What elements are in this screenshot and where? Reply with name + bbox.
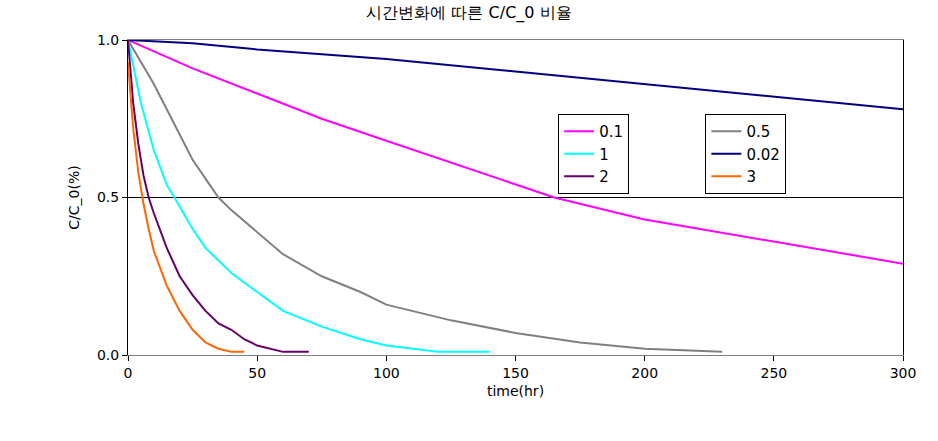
svg-text:시간변화에 따른 C/C_0 비율: 시간변화에 따른 C/C_0 비율 bbox=[366, 3, 571, 23]
svg-text:1.0: 1.0 bbox=[97, 32, 119, 48]
svg-text:0: 0 bbox=[124, 365, 133, 381]
svg-text:150: 150 bbox=[502, 365, 529, 381]
svg-text:1: 1 bbox=[599, 146, 609, 164]
svg-text:200: 200 bbox=[631, 365, 658, 381]
svg-text:300: 300 bbox=[890, 365, 917, 381]
svg-text:0.1: 0.1 bbox=[599, 123, 623, 141]
svg-text:3: 3 bbox=[746, 168, 756, 186]
svg-text:50: 50 bbox=[248, 365, 266, 381]
svg-text:250: 250 bbox=[760, 365, 787, 381]
svg-text:0.02: 0.02 bbox=[746, 146, 779, 164]
svg-text:2: 2 bbox=[599, 168, 609, 186]
svg-text:0.5: 0.5 bbox=[97, 189, 119, 205]
svg-text:C/C_0(%): C/C_0(%) bbox=[66, 165, 82, 229]
svg-text:100: 100 bbox=[373, 365, 400, 381]
svg-text:0.5: 0.5 bbox=[746, 123, 770, 141]
svg-text:time(hr): time(hr) bbox=[487, 383, 544, 399]
svg-text:0.0: 0.0 bbox=[97, 347, 119, 363]
